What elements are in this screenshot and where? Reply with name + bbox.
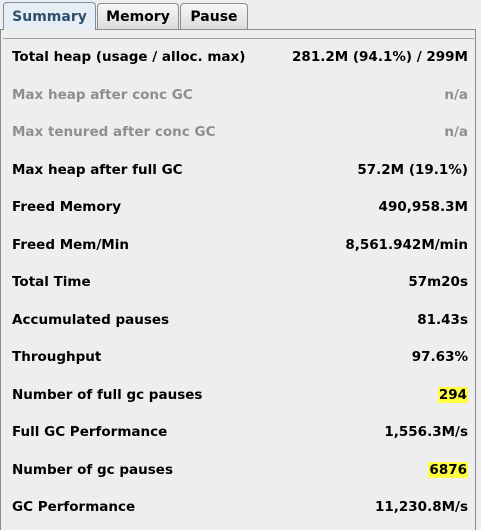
row-label: Freed Memory	[12, 199, 122, 215]
highlighted-value: 294	[437, 386, 468, 403]
table-row: Full GC Performance 1,556.3M/s	[3, 414, 474, 452]
row-value: 97.63%	[412, 349, 468, 365]
table-row: Max heap after full GC 57.2M (19.1%)	[3, 152, 474, 190]
table-row: GC Performance 11,230.8M/s	[3, 489, 474, 527]
table-row: Freed Memory 490,958.3M	[3, 189, 474, 227]
tab-divider	[0, 29, 476, 30]
tab-summary[interactable]: Summary	[3, 2, 96, 30]
row-value: 81.43s	[417, 312, 468, 328]
row-label: Throughput	[12, 349, 102, 365]
row-value: 11,230.8M/s	[375, 499, 468, 515]
table-row: Max heap after conc GC n/a	[3, 77, 474, 115]
tab-pause[interactable]: Pause	[180, 3, 248, 29]
row-label: Number of full gc pauses	[12, 386, 203, 403]
value-text: n/a	[444, 86, 468, 103]
value-text: 57.2M (19.1%)	[357, 161, 468, 178]
tab-label: Memory	[106, 8, 170, 25]
summary-panel: Total heap (usage / alloc. max) 281.2M (9…	[0, 30, 476, 530]
value-text: 11,230.8M/s	[374, 499, 468, 515]
row-value: 1,556.3M/s	[384, 424, 468, 440]
row-label: Max tenured after conc GC	[12, 124, 216, 140]
row-label: Max heap after conc GC	[12, 86, 193, 103]
row-label: Full GC Performance	[12, 424, 168, 440]
value-text: 81.43s	[417, 311, 468, 328]
table-row: Number of gc pauses 6876	[3, 452, 474, 490]
value-text: 57m20s	[408, 274, 468, 290]
table-row: Max tenured after conc GC n/a	[3, 114, 474, 152]
row-value: 281.2M (94.1%) / 299M	[292, 49, 468, 65]
row-value: 6876	[428, 461, 468, 478]
summary-table: Total heap (usage / alloc. max) 281.2M (9…	[3, 38, 474, 527]
tab-label: Pause	[190, 8, 238, 25]
table-row: Total heap (usage / alloc. max) 281.2M (9…	[3, 39, 474, 77]
table-row: Freed Mem/Min 8,561.942M/min	[3, 227, 474, 265]
row-value: 57m20s	[408, 274, 468, 290]
row-value: n/a	[444, 124, 468, 140]
table-row: Throughput 97.63%	[3, 339, 474, 377]
row-label: Freed Mem/Min	[12, 236, 129, 253]
row-label: Max heap after full GC	[12, 161, 183, 178]
highlighted-value: 6876	[428, 461, 468, 478]
row-label: Total heap (usage / alloc. max)	[12, 49, 246, 65]
tab-bar: Summary Memory Pause	[0, 0, 481, 30]
row-value: 294	[437, 386, 468, 403]
value-text: 490,958.3M	[378, 199, 468, 215]
table-row: Number of full gc pauses 294	[3, 377, 474, 415]
row-value: 490,958.3M	[379, 199, 468, 215]
row-label: Accumulated pauses	[12, 311, 170, 328]
value-text: 281.2M (94.1%) / 299M	[292, 49, 468, 65]
tab-memory[interactable]: Memory	[97, 3, 179, 29]
value-text: 8,561.942M/min	[345, 236, 468, 253]
value-text: n/a	[444, 124, 468, 140]
window-edge	[478, 0, 481, 530]
table-row: Total Time 57m20s	[3, 264, 474, 302]
value-text: 97.63%	[411, 349, 468, 365]
value-text: 1,556.3M/s	[384, 424, 468, 440]
table-row: Accumulated pauses 81.43s	[3, 302, 474, 340]
row-label: Total Time	[12, 274, 91, 290]
row-value: n/a	[444, 87, 468, 103]
row-label: GC Performance	[12, 499, 136, 515]
row-value: 57.2M (19.1%)	[357, 162, 468, 178]
row-label: Number of gc pauses	[12, 461, 173, 478]
tab-label: Summary	[12, 8, 87, 25]
row-value: 8,561.942M/min	[345, 237, 468, 253]
